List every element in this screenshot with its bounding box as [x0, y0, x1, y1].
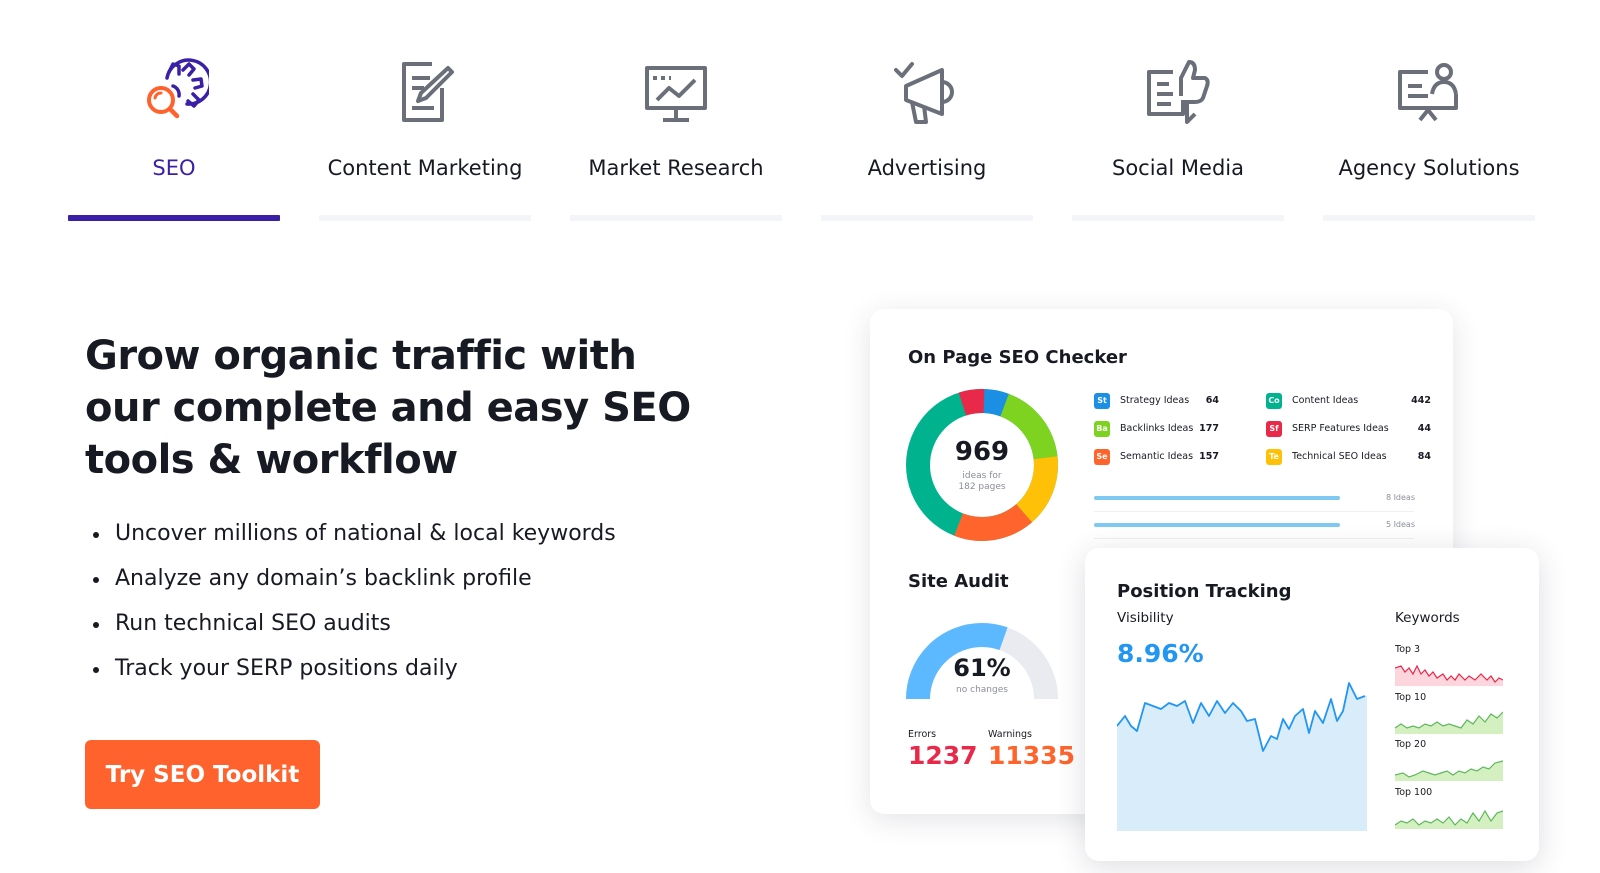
- tab-indicator: [821, 215, 1033, 221]
- idea-label: Content Ideas: [1292, 395, 1359, 406]
- feature-item: Track your SERP positions daily: [93, 650, 616, 695]
- feature-item: Uncover millions of national & local key…: [93, 515, 616, 560]
- product-tabs: SEO Content Marketing Market R: [68, 0, 1536, 225]
- ideas-donut-chart: [906, 389, 1058, 541]
- document-edit-icon: [390, 58, 460, 128]
- tab-label: Social Media: [1111, 156, 1244, 180]
- keyword-row-label: Top 20: [1395, 739, 1427, 750]
- keywords-label: Keywords: [1395, 610, 1460, 626]
- hero-headline: Grow organic traffic with our complete a…: [85, 333, 691, 483]
- feature-item: Analyze any domain’s backlink profile: [93, 560, 616, 605]
- tab-market-research[interactable]: Market Research: [570, 0, 782, 225]
- tab-indicator: [570, 215, 782, 221]
- caption-line: 182 pages: [958, 482, 1006, 492]
- keyword-row-top-3: Top 3: [1395, 644, 1505, 688]
- idea-progress-bar: [1094, 523, 1340, 527]
- seo-gear-search-icon: [139, 58, 213, 128]
- ideas-total-caption: ideas for 182 pages: [906, 471, 1058, 493]
- tab-label: Agency Solutions: [1338, 156, 1520, 180]
- tab-advertising[interactable]: Advertising: [821, 0, 1033, 225]
- caption-line: ideas for: [962, 471, 1002, 481]
- tab-indicator: [1072, 215, 1284, 221]
- idea-value: 157: [1199, 451, 1219, 462]
- idea-progress-label: 8 Ideas: [1385, 493, 1415, 502]
- idea-badge: St: [1094, 393, 1110, 409]
- keyword-row-top-100: Top 100: [1395, 787, 1505, 831]
- presenter-icon: [1394, 58, 1464, 128]
- idea-row[interactable]: Ba Backlinks Ideas 177: [1094, 421, 1259, 439]
- idea-badge: Ba: [1094, 421, 1110, 437]
- site-audit-caption: no changes: [956, 685, 1008, 695]
- errors-label: Errors: [908, 729, 937, 740]
- tab-agency-solutions[interactable]: Agency Solutions: [1323, 0, 1535, 225]
- keyword-sparkline: [1395, 664, 1503, 686]
- idea-badge: Co: [1266, 393, 1282, 409]
- idea-value: 177: [1199, 423, 1219, 434]
- idea-row[interactable]: St Strategy Ideas 64: [1094, 393, 1259, 411]
- warnings-value: 11335: [988, 741, 1075, 770]
- tab-label: Advertising: [867, 156, 987, 180]
- ideas-total: 969: [954, 437, 1010, 467]
- idea-value: 64: [1205, 395, 1219, 406]
- keyword-row-top-10: Top 10: [1395, 692, 1505, 736]
- tab-content-marketing[interactable]: Content Marketing: [319, 0, 531, 225]
- tab-label: Market Research: [588, 156, 764, 180]
- idea-row[interactable]: Sf SERP Features Ideas 44: [1266, 421, 1431, 439]
- tab-label: SEO: [152, 156, 196, 180]
- keyword-row-label: Top 10: [1395, 692, 1427, 703]
- idea-value: 44: [1417, 423, 1431, 434]
- site-audit-title: Site Audit: [908, 571, 1009, 592]
- keyword-sparkline: [1395, 809, 1503, 829]
- visibility-value: 8.96%: [1117, 639, 1204, 668]
- keyword-sparkline: [1395, 711, 1503, 734]
- idea-progress-label: 5 Ideas: [1385, 520, 1415, 529]
- feature-item: Run technical SEO audits: [93, 605, 616, 650]
- keyword-row-label: Top 3: [1395, 644, 1421, 655]
- errors-value: 1237: [908, 741, 978, 770]
- visibility-label: Visibility: [1117, 610, 1174, 626]
- tab-social-media[interactable]: Social Media: [1072, 0, 1284, 225]
- visibility-area-chart: [1117, 682, 1367, 831]
- tab-indicator: [68, 215, 280, 221]
- divider: [1094, 511, 1414, 512]
- megaphone-icon: [892, 58, 962, 128]
- site-audit-score: 61%: [953, 654, 1011, 682]
- tab-label: Content Marketing: [327, 156, 523, 180]
- feature-list: Uncover millions of national & local key…: [93, 515, 616, 695]
- idea-progress-bar: [1094, 496, 1340, 500]
- keyword-sparkline: [1395, 760, 1503, 781]
- idea-label: Technical SEO Ideas: [1292, 451, 1387, 462]
- site-audit-gauge: [906, 623, 1058, 700]
- thumbs-up-icon: [1143, 58, 1213, 128]
- keyword-row-label: Top 100: [1395, 787, 1433, 798]
- keyword-row-top-20: Top 20: [1395, 739, 1505, 783]
- idea-row[interactable]: Se Semantic Ideas 157: [1094, 449, 1259, 467]
- monitor-chart-icon: [641, 58, 711, 128]
- warnings-label: Warnings: [988, 729, 1033, 740]
- idea-badge: Sf: [1266, 421, 1282, 437]
- tab-indicator: [1323, 215, 1535, 221]
- idea-badge: Se: [1094, 449, 1110, 465]
- idea-badge: Te: [1266, 449, 1282, 465]
- idea-row[interactable]: Te Technical SEO Ideas 84: [1266, 449, 1431, 467]
- idea-label: Semantic Ideas: [1120, 451, 1194, 462]
- idea-label: Backlinks Ideas: [1120, 423, 1194, 434]
- on-page-seo-checker-title: On Page SEO Checker: [908, 347, 1127, 368]
- position-tracking-card: Position Tracking Visibility 8.96% Keywo…: [1085, 548, 1539, 861]
- try-seo-toolkit-button[interactable]: Try SEO Toolkit: [85, 740, 320, 809]
- position-tracking-title: Position Tracking: [1117, 581, 1292, 602]
- tab-seo[interactable]: SEO: [68, 0, 280, 225]
- idea-label: Strategy Ideas: [1120, 395, 1190, 406]
- tab-indicator: [319, 215, 531, 221]
- idea-label: SERP Features Ideas: [1292, 423, 1389, 434]
- idea-value: 442: [1411, 395, 1431, 406]
- idea-value: 84: [1417, 451, 1431, 462]
- idea-row[interactable]: Co Content Ideas 442: [1266, 393, 1431, 411]
- divider: [1094, 538, 1414, 539]
